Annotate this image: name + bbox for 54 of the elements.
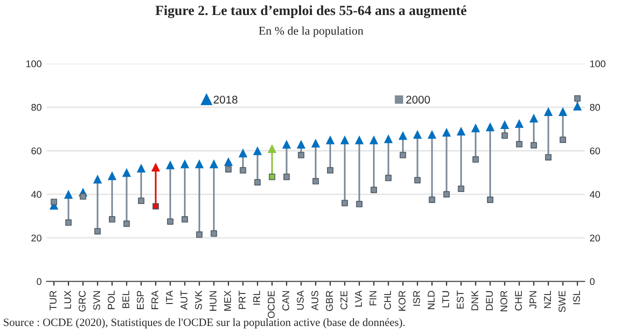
x-tick-label: FRA bbox=[152, 290, 158, 310]
y-tick-label: 20 bbox=[31, 234, 42, 242]
x-tick-label: CHL bbox=[384, 290, 391, 310]
x-tick-label: OCDE bbox=[268, 290, 275, 318]
legend-label: 2000 bbox=[406, 96, 430, 104]
x-tick-label: TUR bbox=[50, 290, 57, 310]
x-tick-label: IRL bbox=[253, 290, 260, 305]
y2-tick-label: 40 bbox=[590, 191, 600, 198]
x-tick-label: AUT bbox=[180, 290, 188, 310]
x-tick-label: LVA bbox=[355, 290, 362, 307]
x-tick-label: BEL bbox=[122, 290, 130, 308]
y-tick-label: 0 bbox=[36, 278, 42, 286]
x-tick-label: ESP bbox=[136, 290, 144, 310]
x-tick-label: LTU bbox=[442, 291, 450, 308]
chart-subtitle: En % de la population bbox=[258, 26, 364, 38]
x-tick-label: POL bbox=[108, 290, 115, 310]
legend-label: 2018 bbox=[214, 96, 238, 104]
x-tick-label: SVK bbox=[195, 290, 202, 310]
x-tick-label: GBR bbox=[326, 290, 333, 312]
y-tick-label: 60 bbox=[31, 147, 42, 154]
x-tick-label: DEU bbox=[486, 291, 493, 310]
x-tick-label: NLD bbox=[428, 290, 435, 310]
y2-tick-label: 100 bbox=[590, 60, 606, 68]
x-tick-label: ITA bbox=[166, 290, 173, 304]
y2-tick-label: 60 bbox=[590, 147, 600, 154]
x-tick-label: NOR bbox=[500, 290, 508, 312]
x-tick-label: EST bbox=[456, 290, 464, 309]
y2-tick-label: 0 bbox=[590, 278, 595, 286]
x-tick-label: GRC bbox=[78, 290, 86, 312]
x-tick-label: DNK bbox=[471, 290, 478, 310]
x-tick-label: MEX bbox=[224, 290, 231, 311]
x-tick-label: ISL bbox=[573, 290, 580, 304]
x-tick-label: LUX bbox=[64, 290, 72, 309]
x-tick-label: HUN bbox=[210, 291, 216, 311]
x-tick-label: FIN bbox=[370, 291, 376, 306]
source-note: Source : OCDE (2020), Statistiques de l'OCDE sur la population active (base de données). bbox=[4, 318, 405, 328]
x-tick-label: AUS bbox=[311, 290, 318, 310]
x-tick-label: SWE bbox=[558, 290, 566, 312]
x-tick-label: PRT bbox=[238, 290, 246, 309]
y-tick-label: 80 bbox=[31, 104, 42, 111]
x-tick-label: ISR bbox=[413, 290, 420, 306]
x-tick-label: NZL bbox=[544, 290, 551, 308]
x-tick-label: JPN bbox=[530, 291, 536, 309]
x-tick-label: USA bbox=[296, 290, 304, 310]
x-tick-label: CHE bbox=[514, 290, 522, 310]
x-tick-label: CAN bbox=[282, 291, 290, 310]
x-tick-label: KOR bbox=[398, 290, 406, 311]
y-tick-label: 100 bbox=[26, 60, 42, 68]
x-tick-label: CZE bbox=[340, 290, 348, 310]
y-tick-label: 40 bbox=[31, 191, 42, 198]
chart-title: Figure 2. Le taux d’emploi des 55-64 ans a augmenté bbox=[156, 5, 466, 18]
y2-tick-label: 80 bbox=[590, 104, 600, 111]
x-tick-label: SVN bbox=[93, 291, 100, 310]
y2-tick-label: 20 bbox=[590, 234, 600, 242]
